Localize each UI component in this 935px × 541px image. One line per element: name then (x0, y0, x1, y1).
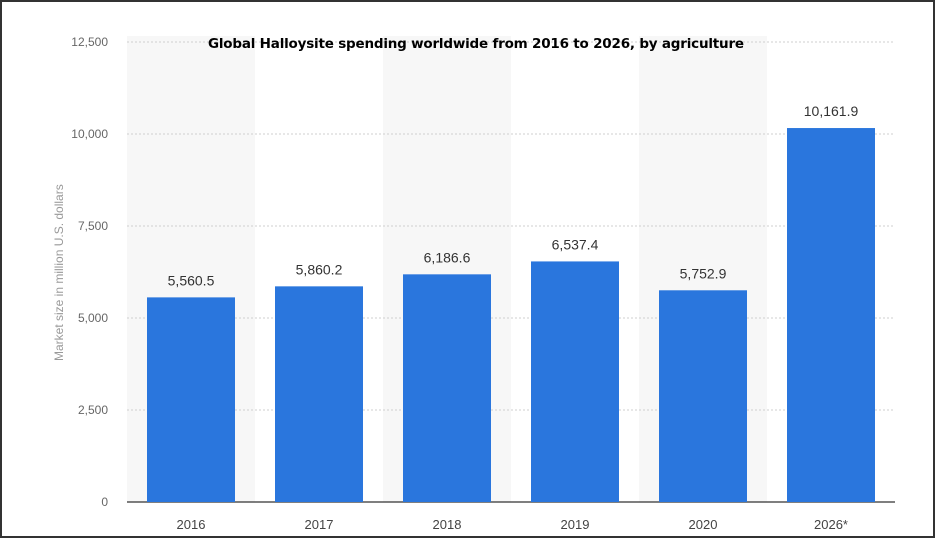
y-tick-label: 2,500 (78, 403, 108, 417)
column-bands (127, 36, 767, 502)
bar[interactable] (659, 290, 747, 502)
bars (147, 128, 875, 502)
value-label: 5,560.5 (168, 272, 215, 288)
y-tick-label: 12,500 (71, 35, 108, 49)
x-tick-labels: 2016 2017 2018 2019 2020 2026* (177, 517, 848, 532)
value-label: 6,537.4 (552, 236, 599, 252)
y-tick-label: 0 (101, 495, 108, 509)
value-label: 10,161.9 (804, 103, 859, 119)
x-tick-label: 2018 (433, 517, 462, 532)
x-tick-label: 2020 (689, 517, 718, 532)
bar[interactable] (403, 274, 491, 502)
y-tick-label: 5,000 (78, 311, 108, 325)
bar[interactable] (275, 286, 363, 502)
value-labels: 5,560.5 5,860.2 6,186.6 6,537.4 5,752.9 10,16… (168, 103, 859, 288)
x-tick-label: 2026* (814, 517, 848, 532)
y-axis-label: Market size in million U.S. dollars (52, 183, 66, 361)
y-tick-label: 10,000 (71, 127, 108, 141)
value-label: 6,186.6 (424, 249, 471, 265)
value-label: 5,752.9 (680, 265, 727, 281)
x-tick-label: 2017 (305, 517, 334, 532)
x-tick-label: 2016 (177, 517, 206, 532)
gridlines (127, 41, 895, 503)
value-label: 5,860.2 (296, 261, 343, 277)
bar[interactable] (531, 261, 619, 502)
chart-title: Global Halloysite spending worldwide fro… (208, 36, 744, 52)
y-tick-label: 7,500 (78, 219, 108, 233)
bar[interactable] (147, 297, 235, 502)
y-tick-labels: 0 2,500 5,000 7,500 10,000 12,500 (71, 35, 108, 509)
x-tick-label: 2019 (561, 517, 590, 532)
bar[interactable] (787, 128, 875, 502)
